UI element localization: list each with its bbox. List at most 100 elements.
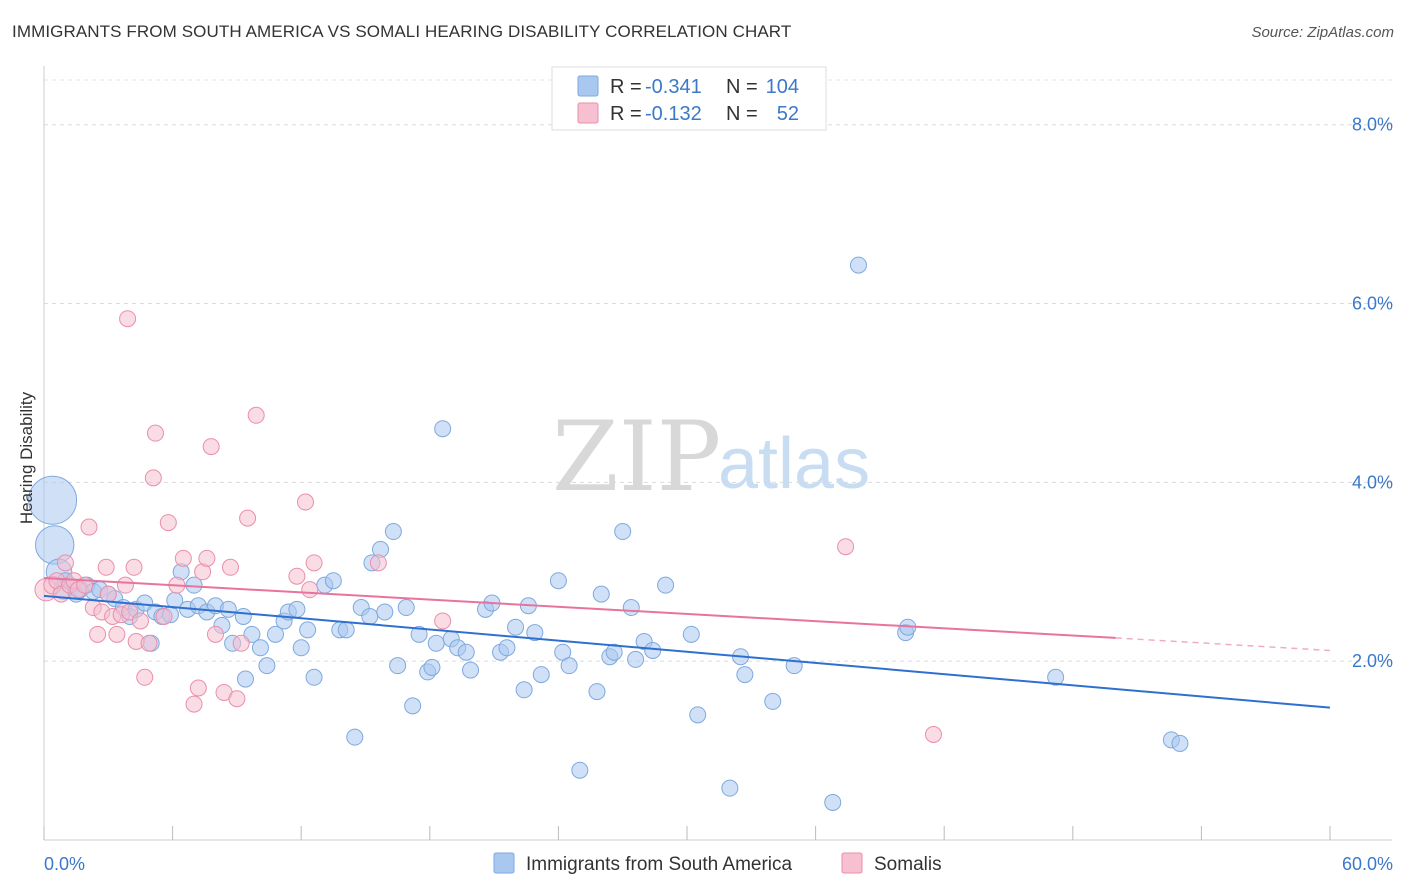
data-point [389, 657, 407, 675]
data-point [507, 618, 525, 636]
data-point [219, 600, 237, 618]
data-point [299, 621, 317, 639]
data-point [305, 554, 323, 572]
data-point [532, 666, 550, 684]
data-point [140, 634, 158, 652]
data-point [427, 634, 445, 652]
data-point [206, 625, 224, 643]
data-point [202, 438, 220, 456]
data-point [99, 585, 117, 603]
data-point [457, 643, 475, 661]
data-point [627, 650, 645, 668]
legend-swatch-somalis [577, 102, 599, 124]
data-point [644, 641, 662, 659]
y-tick-label: 6.0% [1352, 294, 1393, 314]
data-point [462, 661, 480, 679]
data-point [764, 692, 782, 710]
data-point [56, 554, 74, 572]
data-point [397, 599, 415, 617]
legend-r-label: R = [610, 76, 642, 98]
data-point [266, 625, 284, 643]
data-point [258, 657, 276, 675]
data-point [434, 420, 452, 438]
data-point [296, 493, 314, 511]
y-axis-label: Hearing Disability [17, 391, 36, 524]
data-point [849, 256, 867, 274]
x-tick-label: 60.0% [1342, 854, 1393, 874]
data-point [116, 576, 134, 594]
data-point [131, 612, 149, 630]
data-point [198, 549, 216, 567]
data-point [144, 469, 162, 487]
trend-lines [43, 577, 1331, 709]
trend-line [43, 577, 1116, 639]
data-point [301, 581, 319, 599]
data-point [239, 509, 257, 527]
data-point [515, 681, 533, 699]
bottom-legend-swatch-south-america [493, 852, 515, 874]
legend-box: R = -0.341 N = 104 R = -0.132 N = 52 [551, 66, 827, 131]
data-point [247, 406, 265, 424]
watermark-zip: ZIP [552, 401, 721, 513]
data-point [125, 558, 143, 576]
data-point [28, 475, 78, 525]
data-point [1171, 734, 1189, 752]
data-point [423, 658, 441, 676]
data-point [361, 607, 379, 625]
data-point [146, 424, 164, 442]
data-point [221, 558, 239, 576]
legend-n-label: N = [726, 103, 758, 125]
axes [43, 66, 1392, 841]
trend-line-extension [1115, 637, 1331, 652]
watermark: ZIP atlas [552, 401, 870, 513]
data-point [605, 643, 623, 661]
chart-title: IMMIGRANTS FROM SOUTH AMERICA VS SOMALI … [12, 22, 792, 41]
data-point [346, 728, 364, 746]
x-tick-labels: 0.0% 60.0% [44, 854, 1393, 874]
data-point [588, 683, 606, 701]
data-point [89, 625, 107, 643]
data-point [288, 567, 306, 585]
data-point [549, 572, 567, 590]
data-point [682, 625, 700, 643]
data-point [560, 657, 578, 675]
grid-lines [44, 79, 1392, 662]
data-point [159, 514, 177, 532]
data-point [384, 523, 402, 541]
data-point [119, 310, 137, 328]
data-point [369, 554, 387, 572]
data-point [657, 576, 675, 594]
legend-swatch-south-america [577, 75, 599, 97]
legend-n-value: 104 [766, 76, 799, 98]
data-point [189, 679, 207, 697]
bottom-legend: Immigrants from South America Somalis [493, 852, 942, 875]
data-point [337, 621, 355, 639]
data-point [288, 600, 306, 618]
trend-line [43, 594, 1331, 709]
legend-n-label: N = [726, 76, 758, 98]
data-point [185, 695, 203, 713]
data-point [404, 697, 422, 715]
legend-r-value: -0.132 [645, 103, 702, 125]
data-point [622, 599, 640, 617]
legend-r-label: R = [610, 103, 642, 125]
data-point [837, 538, 855, 556]
bottom-legend-swatch-somalis [841, 852, 863, 874]
data-point [1047, 668, 1065, 686]
data-point [251, 639, 269, 657]
data-point [80, 518, 98, 536]
data-point [174, 549, 192, 567]
data-point [234, 607, 252, 625]
data-point [232, 634, 250, 652]
data-point [689, 706, 707, 724]
data-point [228, 690, 246, 708]
data-point [410, 625, 428, 643]
series-south-america [28, 256, 1189, 811]
series-somalis [34, 310, 942, 743]
chart-source: Source: ZipAtlas.com [1251, 24, 1394, 41]
data-point [136, 668, 154, 686]
data-point [292, 639, 310, 657]
watermark-atlas: atlas [718, 424, 870, 504]
data-point [434, 612, 452, 630]
data-point [526, 624, 544, 642]
